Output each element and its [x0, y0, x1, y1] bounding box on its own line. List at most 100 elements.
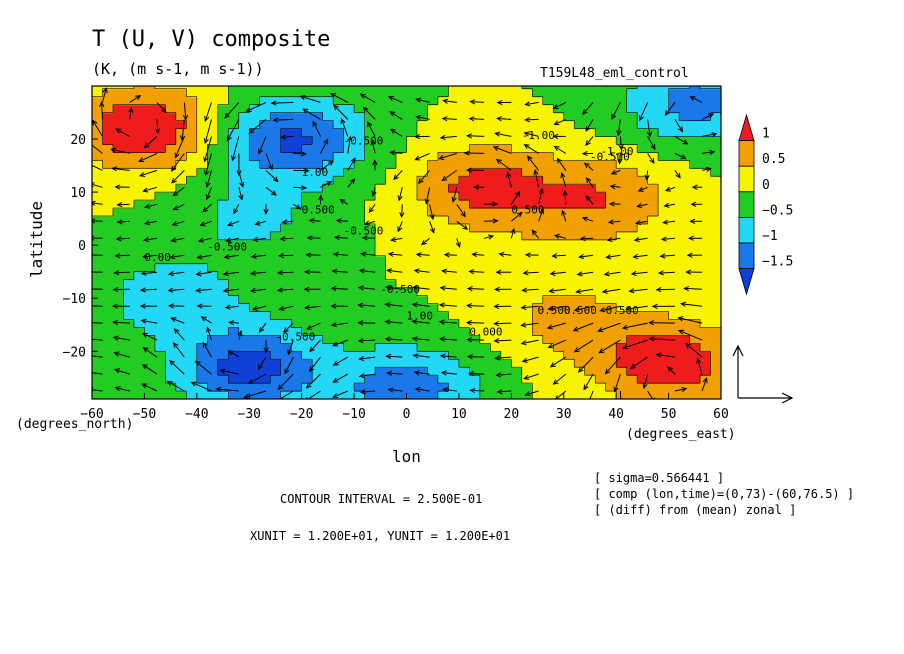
heatmap-cell	[427, 168, 439, 177]
heatmap-cell	[637, 96, 649, 106]
wind-vector-head	[616, 130, 622, 137]
heatmap-cell	[700, 223, 712, 233]
heatmap-cell	[123, 391, 135, 399]
wind-vector	[507, 172, 512, 188]
wind-vector	[138, 152, 158, 162]
heatmap-cell	[542, 271, 554, 281]
heatmap-cell	[521, 216, 533, 225]
heatmap-cell	[133, 176, 145, 185]
heatmap-cell	[427, 311, 439, 321]
heatmap-cell	[186, 287, 198, 297]
heatmap-cell	[689, 295, 701, 305]
colorbar-box	[738, 242, 755, 270]
heatmap-cell	[595, 152, 607, 161]
wind-vector	[564, 190, 567, 205]
heatmap-cell	[479, 287, 491, 297]
wind-vector	[510, 212, 523, 222]
heatmap-cell	[584, 263, 596, 273]
heatmap-cell	[490, 287, 502, 297]
wind-vector	[196, 271, 212, 275]
heatmap-cell	[647, 120, 659, 130]
wind-vector-head	[424, 198, 430, 205]
wind-vector-head	[634, 219, 642, 226]
heatmap-cell	[133, 136, 145, 145]
wind-vector	[273, 118, 294, 121]
heatmap-cell	[689, 152, 701, 161]
heatmap-cell	[521, 192, 533, 201]
wind-vector	[113, 321, 130, 324]
heatmap-cell	[647, 168, 659, 177]
heatmap-cell	[479, 96, 491, 106]
wind-vector-head	[171, 177, 177, 184]
heatmap-cell	[144, 112, 156, 122]
heatmap-cell	[343, 112, 355, 122]
heatmap-cell	[217, 120, 229, 130]
heatmap-cell	[249, 319, 261, 328]
heatmap-cell	[584, 112, 596, 122]
heatmap-cell	[542, 144, 554, 153]
heatmap-cell	[175, 295, 187, 305]
heatmap-cell	[448, 375, 460, 384]
heatmap-cell	[626, 168, 638, 177]
heatmap-cell	[396, 271, 408, 281]
heatmap-cell	[458, 343, 470, 352]
heatmap-cell	[616, 160, 628, 169]
heatmap-cell	[689, 96, 701, 106]
heatmap-cell	[626, 375, 638, 384]
heatmap-cell	[123, 168, 135, 177]
heatmap-cell	[679, 271, 691, 281]
heatmap-cell	[511, 383, 523, 392]
heatmap-cell	[364, 184, 376, 193]
heatmap-cell	[668, 279, 680, 289]
heatmap-cell	[511, 223, 523, 233]
heatmap-cell	[102, 319, 114, 328]
heatmap-cell	[102, 239, 114, 249]
heatmap-cell	[154, 295, 166, 305]
wind-vector	[443, 388, 457, 392]
heatmap-cell	[521, 112, 533, 122]
wind-vector-head	[140, 270, 147, 276]
heatmap-cell	[679, 231, 691, 241]
heatmap-cell	[165, 295, 177, 305]
heatmap-cell	[438, 287, 450, 297]
wind-vector-head	[329, 92, 337, 98]
heatmap-cell	[249, 208, 261, 217]
heatmap-cell	[113, 223, 125, 233]
heatmap-cell	[637, 375, 649, 384]
heatmap-cell	[668, 168, 680, 177]
heatmap-cell	[406, 144, 418, 153]
heatmap-cell	[584, 86, 596, 90]
heatmap-cell	[133, 96, 145, 106]
heatmap-cell	[228, 120, 240, 130]
heatmap-cell	[574, 279, 586, 289]
wind-vector-head	[358, 355, 365, 362]
heatmap-cell	[385, 263, 397, 273]
heatmap-cell	[322, 271, 334, 281]
heatmap-cell	[490, 263, 502, 273]
heatmap-cell	[679, 168, 691, 177]
wind-vector-head	[228, 320, 235, 326]
heatmap-cell	[113, 327, 125, 336]
heatmap-cell	[563, 223, 575, 233]
heatmap-cell	[270, 255, 282, 265]
heatmap-cell	[616, 351, 628, 360]
heatmap-cell	[144, 96, 156, 106]
heatmap-cell	[333, 311, 345, 321]
heatmap-cell	[133, 152, 145, 161]
wind-vector-head	[675, 172, 681, 179]
wind-vector	[524, 132, 539, 137]
wind-vector-head	[363, 220, 370, 226]
heatmap-cell	[584, 96, 596, 106]
heatmap-cell	[92, 295, 104, 305]
wind-vector	[619, 136, 622, 150]
heatmap-cell	[647, 112, 659, 122]
heatmap-cell	[375, 200, 387, 209]
heatmap-cell	[553, 383, 565, 392]
heatmap-cell	[532, 263, 544, 273]
heatmap-cell	[500, 200, 512, 209]
heatmap-cell	[479, 231, 491, 241]
wind-vector-head	[414, 155, 421, 161]
wind-vector	[363, 106, 376, 120]
x-tick-label: −50	[133, 407, 156, 422]
heatmap-cell	[154, 176, 166, 185]
